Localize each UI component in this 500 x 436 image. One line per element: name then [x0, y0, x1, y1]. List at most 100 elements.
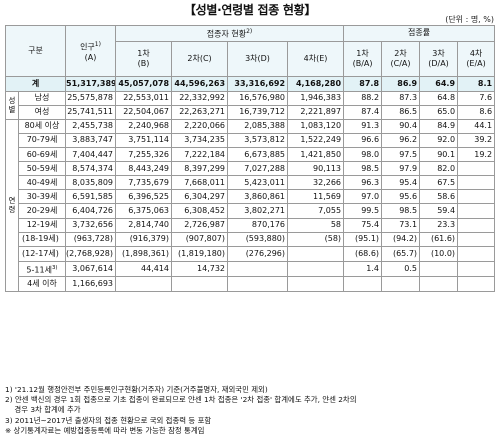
cell-r1: 87.8	[343, 75, 383, 92]
cell-pop: 2,455,738	[65, 118, 117, 134]
cell-r3	[419, 276, 459, 292]
row-label: 30-39세	[17, 189, 67, 205]
row-label: 5-11세3)	[17, 260, 67, 278]
cell-r1: 88.2	[343, 90, 383, 106]
cell-d2: (1,819,180)	[171, 246, 229, 262]
row-label: 40-49세	[17, 175, 67, 191]
header-rate4: 4차 (E/A)	[457, 40, 496, 77]
cell-r2: 87.3	[381, 90, 421, 106]
cell-r1: (68.6)	[343, 246, 383, 262]
cell-pop: 1,166,693	[65, 276, 117, 292]
cell-pop: 3,732,656	[65, 217, 117, 233]
cell-r1: 96.3	[343, 175, 383, 191]
row-label: 남성	[17, 90, 67, 106]
cell-r3: 23.3	[419, 217, 459, 233]
cell-d1: 3,751,114	[115, 132, 173, 149]
cell-pop: 25,575,878	[65, 90, 117, 106]
table-row: 5-11세3) 3,067,614 44,414 14,732 1.4 0.5	[6, 260, 496, 278]
footnote: 1) '21.12월 행정안전부 주민등록인구현황(거주자) 기준(거주불명자,…	[5, 385, 268, 394]
cell-pop: 3,883,747	[65, 132, 117, 149]
cell-r1: 98.0	[343, 147, 383, 163]
cell-d1: 22,553,011	[115, 90, 173, 106]
cell-r3: 82.0	[419, 161, 459, 177]
cell-r3: 90.1	[419, 147, 459, 163]
cell-d2: 2,726,987	[171, 217, 229, 233]
cell-d2: 2,220,066	[171, 118, 229, 134]
cell-d2: 8,397,299	[171, 161, 229, 177]
table-row: 4세 이하 1,166,693	[6, 276, 496, 292]
cell-r2: 95.4	[381, 175, 421, 191]
cell-r4: 7.6	[457, 90, 496, 106]
table-row: 12-19세 3,732,656 2,814,740 2,726,987 870…	[6, 217, 496, 233]
cell-d3: 3,860,861	[227, 189, 289, 205]
cell-d3: (276,296)	[227, 246, 289, 262]
cell-d2: 44,596,263	[171, 75, 229, 92]
cell-d4: (58)	[287, 231, 345, 248]
cell-r2: 96.2	[381, 132, 421, 149]
cell-r2: 86.5	[381, 104, 421, 120]
cell-d4: 32,266	[287, 175, 345, 191]
cell-d3: 16,739,712	[227, 104, 289, 120]
header-rate3: 3차 (D/A)	[419, 40, 459, 77]
header-rate2: 2차 (C/A)	[381, 40, 421, 77]
cell-pop: (963,728)	[65, 231, 117, 248]
cell-d2: 22,332,992	[171, 90, 229, 106]
cell-r1: 99.5	[343, 203, 383, 219]
table-row: (12-17세) (2,768,928) (1,898,361) (1,819,…	[6, 246, 496, 262]
cell-d3: 33,316,692	[227, 75, 289, 92]
cell-d4	[287, 246, 345, 262]
cell-r1: 98.5	[343, 161, 383, 177]
row-label: 80세 이상	[17, 118, 67, 134]
table-row: (18-19세) (963,728) (916,379) (907,807) (…	[6, 231, 496, 248]
group-label-age: 연령	[5, 118, 19, 292]
cell-d1	[115, 276, 173, 292]
cell-pop: 6,591,585	[65, 189, 117, 205]
table-row: 50-59세 8,574,374 8,443,249 8,397,299 7,0…	[6, 161, 496, 177]
cell-r1: 91.3	[343, 118, 383, 134]
cell-r3: 59.4	[419, 203, 459, 219]
cell-r2: 86.9	[381, 75, 421, 92]
header-rate1: 1차 (B/A)	[343, 40, 383, 77]
unit-label: (단위 : 명, %)	[445, 15, 494, 24]
cell-d1: 44,414	[115, 260, 173, 278]
cell-d1: (1,898,361)	[115, 246, 173, 262]
row-label: (12-17세)	[17, 246, 67, 262]
cell-r2: 0.5	[381, 260, 421, 278]
row-label: 50-59세	[17, 161, 67, 177]
cell-d2: 6,308,452	[171, 203, 229, 219]
cell-r4	[457, 203, 496, 219]
cell-d3: 870,176	[227, 217, 289, 233]
cell-d3: 3,802,271	[227, 203, 289, 219]
cell-d2: 7,222,184	[171, 147, 229, 163]
cell-r4: 8.1	[457, 75, 496, 92]
header-dose3: 3차(D)	[227, 40, 289, 77]
cell-d3: (593,880)	[227, 231, 289, 248]
cell-r1: 97.0	[343, 189, 383, 205]
cell-r3: 67.5	[419, 175, 459, 191]
cell-r1: (95.1)	[343, 231, 383, 248]
cell-pop: 3,067,614	[65, 260, 117, 278]
cell-r2: 98.5	[381, 203, 421, 219]
cell-pop: 25,741,511	[65, 104, 117, 120]
cell-d1: 7,735,679	[115, 175, 173, 191]
header-dose2: 2차(C)	[171, 40, 229, 77]
cell-d2: 6,304,297	[171, 189, 229, 205]
cell-d4: 1,421,850	[287, 147, 345, 163]
table-row: 여성 25,741,511 22,504,067 22,263,271 16,7…	[6, 104, 496, 120]
table-row: 60-69세 7,404,447 7,255,326 7,222,184 6,6…	[6, 147, 496, 163]
cell-d4: 11,569	[287, 189, 345, 205]
cell-r3: 58.6	[419, 189, 459, 205]
table-row: 연령 80세 이상 2,455,738 2,240,968 2,220,066 …	[5, 118, 496, 292]
row-label: 20-29세	[17, 203, 67, 219]
cell-r4	[457, 217, 496, 233]
cell-d1: (916,379)	[115, 231, 173, 248]
row-label: 12-19세	[17, 217, 67, 233]
cell-r4	[457, 260, 496, 278]
cell-r2	[381, 276, 421, 292]
cell-r3: 64.9	[419, 75, 459, 92]
cell-r2: (94.2)	[381, 231, 421, 248]
cell-r4: 19.2	[457, 147, 496, 163]
cell-r1	[343, 276, 383, 292]
cell-d4: 1,083,120	[287, 118, 345, 134]
cell-d4: 90,113	[287, 161, 345, 177]
